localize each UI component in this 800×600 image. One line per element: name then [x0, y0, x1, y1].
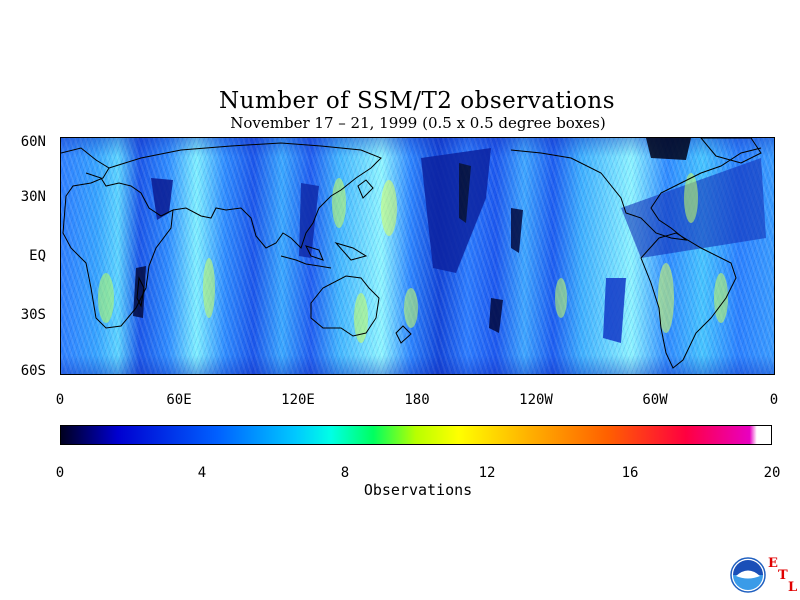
lon-label-120e: 120E — [281, 392, 315, 408]
map-overlay — [61, 138, 766, 369]
colorbar-label-8: 8 — [340, 465, 350, 481]
lon-label-60e: 60E — [166, 392, 192, 408]
lat-label-30n: 30N — [20, 189, 46, 205]
lat-label-60n: 60N — [20, 134, 46, 150]
colorbar-label-12: 12 — [478, 465, 496, 481]
colorbar-label-0: 0 — [55, 465, 65, 481]
colorbar-label-16: 16 — [621, 465, 639, 481]
etl-letter-e: E — [768, 556, 778, 571]
map-subtitle: November 17 – 21, 1999 (0.5 x 0.5 degree… — [230, 114, 606, 132]
colorbar — [60, 425, 772, 445]
lat-label-60s: 60S — [20, 363, 46, 379]
etl-letter-l: L — [788, 580, 798, 595]
high-count-streaks — [98, 173, 728, 343]
lon-label-0-west: 0 — [55, 392, 65, 408]
etl-letter-t: T — [778, 568, 788, 583]
lat-label-eq: EQ — [29, 248, 46, 264]
coastlines — [61, 138, 762, 369]
colorbar-label-4: 4 — [197, 465, 207, 481]
observation-map — [60, 137, 775, 375]
noaa-logo-icon — [730, 557, 766, 593]
colorbar-label-20: 20 — [763, 465, 781, 481]
lon-label-120w: 120W — [519, 392, 553, 408]
map-title: Number of SSM/T2 observations — [219, 88, 615, 114]
lon-label-60w: 60W — [642, 392, 668, 408]
lat-label-30s: 30S — [20, 307, 46, 323]
colorbar-title: Observations — [363, 481, 473, 499]
lon-label-180: 180 — [404, 392, 430, 408]
lon-label-0-east: 0 — [769, 392, 779, 408]
